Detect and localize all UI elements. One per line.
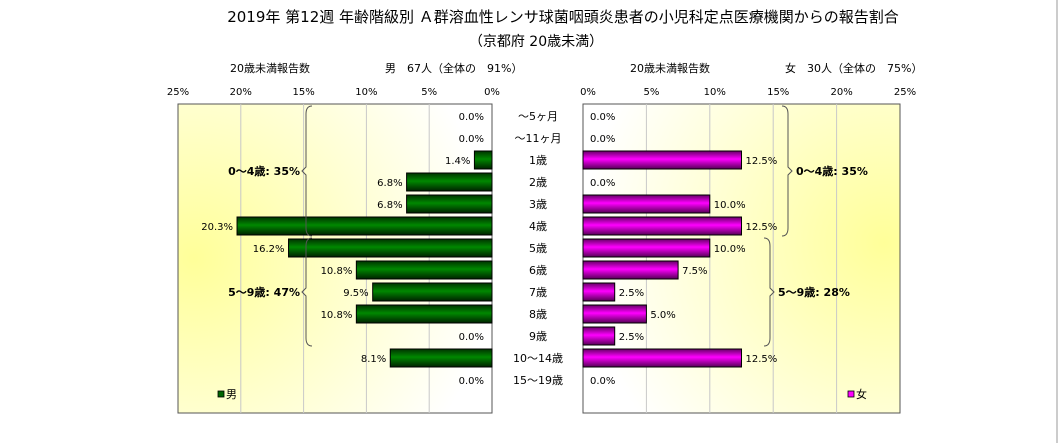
male-group-brace <box>301 237 313 347</box>
category-label: 10～14歳 <box>513 352 563 365</box>
chart-title: 2019年 第12週 年齢階級別 Ａ群溶血性レンサ球菌咽頭炎患者の小児科定点医療… <box>227 8 899 26</box>
female-x-tick-label: 15% <box>767 87 789 98</box>
category-label: 4歳 <box>529 220 547 233</box>
female-bar <box>582 348 742 368</box>
female-data-label: 2.5% <box>619 288 644 299</box>
female-data-label: 5.0% <box>650 310 675 321</box>
male-data-label: 0.0% <box>459 112 484 123</box>
female-x-tick-label: 25% <box>894 87 916 98</box>
female-x-tick-label: 10% <box>704 87 726 98</box>
female-data-label: 0.0% <box>590 134 615 145</box>
category-label: 9歳 <box>529 330 547 343</box>
male-bar <box>406 194 493 214</box>
category-label: 5歳 <box>529 242 547 255</box>
male-legend-label: 男 <box>226 388 237 401</box>
female-header-count: 女 30人（全体の 75%） <box>785 61 922 75</box>
male-bar <box>372 282 493 302</box>
male-data-label: 8.1% <box>361 354 386 365</box>
female-data-label: 12.5% <box>746 354 778 365</box>
female-x-tick-label: 5% <box>643 87 659 98</box>
female-data-label: 0.0% <box>590 178 615 189</box>
female-data-label: 2.5% <box>619 332 644 343</box>
female-group-brace <box>781 105 793 237</box>
female-data-label: 7.5% <box>682 266 707 277</box>
female-group-label: 0～4歳: 35% <box>796 164 868 178</box>
male-header-count: 男 67人（全体の 91%） <box>385 61 522 75</box>
male-bar <box>355 260 493 280</box>
category-label: 1歳 <box>529 154 547 167</box>
category-label: 6歳 <box>529 264 547 277</box>
male-group-label: 0～4歳: 35% <box>228 164 300 178</box>
female-data-label: 12.5% <box>746 156 778 167</box>
male-bar <box>473 150 493 170</box>
male-x-tick-label: 15% <box>292 87 314 98</box>
male-group-brace <box>301 105 313 237</box>
male-bar <box>355 304 493 324</box>
male-header-label: 20歳未満報告数 <box>230 62 310 75</box>
male-legend-swatch <box>217 390 225 398</box>
male-data-label: 10.8% <box>321 310 353 321</box>
male-x-tick-label: 5% <box>421 87 437 98</box>
female-legend-label: 女 <box>856 387 867 401</box>
male-data-label: 6.8% <box>377 200 402 211</box>
male-data-label: 20.3% <box>201 222 233 233</box>
female-data-label: 10.0% <box>714 200 746 211</box>
male-data-label: 0.0% <box>459 376 484 387</box>
female-bar <box>582 282 616 302</box>
female-data-label: 0.0% <box>590 376 615 387</box>
female-legend-swatch <box>847 390 855 398</box>
category-label: ～5ヶ月 <box>518 110 558 123</box>
female-data-label: 0.0% <box>590 112 615 123</box>
male-bar <box>236 216 493 236</box>
chart-subtitle: （京都府 20歳未満） <box>469 34 603 50</box>
male-data-label: 10.8% <box>321 266 353 277</box>
category-label: 2歳 <box>529 176 547 189</box>
category-label: 7歳 <box>529 286 547 299</box>
category-label: ～11ヶ月 <box>515 132 562 145</box>
female-x-tick-label: 20% <box>830 87 852 98</box>
female-bar <box>582 304 647 324</box>
male-x-tick-label: 0% <box>484 87 500 98</box>
female-bar <box>582 216 742 236</box>
female-group-label: 5～9歳: 28% <box>778 285 850 299</box>
female-header-label: 20歳未満報告数 <box>630 62 710 75</box>
female-data-label: 10.0% <box>714 244 746 255</box>
male-bar <box>406 172 493 192</box>
category-label: 3歳 <box>529 198 547 211</box>
male-x-tick-label: 25% <box>167 87 189 98</box>
male-data-label: 0.0% <box>459 332 484 343</box>
female-bar <box>582 326 616 346</box>
female-bar <box>582 238 711 258</box>
female-bar <box>582 194 711 214</box>
female-group-brace <box>763 237 775 347</box>
male-group-label: 5～9歳: 47% <box>228 285 300 299</box>
male-data-label: 6.8% <box>377 178 402 189</box>
male-data-label: 1.4% <box>445 156 470 167</box>
male-data-label: 9.5% <box>343 288 368 299</box>
category-label: 15～19歳 <box>513 374 563 387</box>
male-bar <box>389 348 493 368</box>
female-bar <box>582 260 679 280</box>
male-data-label: 0.0% <box>459 134 484 145</box>
female-bar <box>582 150 742 170</box>
female-x-tick-label: 0% <box>580 87 596 98</box>
male-x-tick-label: 10% <box>355 87 377 98</box>
category-label: 8歳 <box>529 308 547 321</box>
male-bar <box>288 238 493 258</box>
male-data-label: 16.2% <box>253 244 285 255</box>
female-data-label: 12.5% <box>746 222 778 233</box>
male-x-tick-label: 20% <box>230 87 252 98</box>
